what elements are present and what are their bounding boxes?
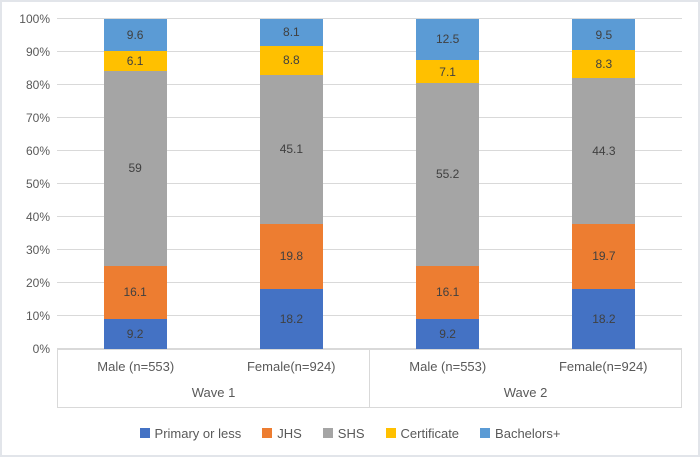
bar-segment-shs: 55.2 bbox=[416, 83, 480, 266]
data-label: 19.8 bbox=[279, 249, 304, 264]
gridline bbox=[57, 348, 682, 349]
data-label: 19.7 bbox=[592, 249, 616, 264]
category-row: Male (n=553) Female(n=924) bbox=[58, 350, 369, 380]
data-label: 8.8 bbox=[283, 53, 300, 68]
gridline bbox=[57, 249, 682, 250]
bar-segment-bachelors: 9.6 bbox=[103, 19, 167, 51]
gridline bbox=[57, 18, 682, 19]
legend-swatch-certificate bbox=[385, 428, 396, 438]
legend: Primary or less JHS SHS Certificate Bachelor… bbox=[2, 423, 698, 443]
y-tick-label: 60% bbox=[25, 144, 50, 158]
bar-segment-certificate: 6.1 bbox=[103, 50, 167, 71]
y-tick-label: 80% bbox=[25, 78, 50, 92]
legend-swatch-primary-or-less bbox=[139, 428, 150, 438]
data-label: 9.6 bbox=[126, 27, 144, 42]
data-label: 9.2 bbox=[439, 326, 456, 341]
gridline bbox=[57, 282, 682, 283]
data-label: 44.3 bbox=[592, 143, 616, 158]
bar-column-4: 18.2 19.7 44.3 8.3 9.5 bbox=[572, 19, 636, 349]
category-label: Male (n=553) bbox=[409, 359, 487, 375]
bar-column-3: 9.2 16.1 55.2 7.1 12.5 bbox=[416, 19, 480, 349]
gridline bbox=[57, 315, 682, 316]
plot-area: 9.2 16.1 59 6.1 9.6 18.2 19.8 45.1 8.8 8.1 9.2 16.1… bbox=[57, 18, 682, 349]
data-label: 9.5 bbox=[595, 27, 613, 42]
data-label: 16.1 bbox=[435, 285, 460, 300]
bar-segment-primary-or-less: 9.2 bbox=[416, 318, 480, 349]
bar-segment-bachelors: 9.5 bbox=[572, 19, 636, 51]
bar-column-2: 18.2 19.8 45.1 8.8 8.1 bbox=[259, 19, 323, 349]
data-label: 8.3 bbox=[595, 57, 613, 72]
legend-swatch-jhs bbox=[262, 428, 273, 438]
gridline bbox=[57, 216, 682, 217]
y-tick-label: 30% bbox=[25, 243, 50, 257]
y-tick-label: 10% bbox=[25, 309, 50, 323]
legend-label: SHS bbox=[337, 425, 365, 441]
bar-segment-certificate: 7.1 bbox=[416, 59, 480, 84]
bar-segment-jhs: 19.7 bbox=[572, 223, 636, 289]
group-label: Wave 2 bbox=[503, 384, 548, 400]
y-tick-label: 0% bbox=[32, 342, 50, 356]
bar-segment-shs: 45.1 bbox=[259, 74, 323, 224]
y-tick-label: 70% bbox=[25, 111, 50, 125]
bar-segment-primary-or-less: 18.2 bbox=[572, 288, 636, 349]
bar-segment-jhs: 16.1 bbox=[416, 265, 480, 319]
legend-item-shs: SHS bbox=[322, 425, 365, 441]
x-axis: Male (n=553) Female(n=924) Wave 1 Male (n=5… bbox=[57, 349, 682, 408]
data-label: 45.1 bbox=[279, 142, 304, 157]
bar-segment-jhs: 19.8 bbox=[259, 223, 323, 289]
data-label: 6.1 bbox=[126, 53, 144, 68]
bar-segment-shs: 59 bbox=[103, 70, 167, 266]
gridline bbox=[57, 84, 682, 85]
category-group-wave-1: Male (n=553) Female(n=924) Wave 1 bbox=[58, 350, 369, 407]
gridline bbox=[57, 150, 682, 151]
category-label: Female(n=924) bbox=[558, 359, 648, 375]
legend-swatch-shs bbox=[322, 428, 333, 438]
y-tick-label: 100% bbox=[19, 12, 50, 26]
bar-segment-primary-or-less: 9.2 bbox=[103, 318, 167, 349]
gridline bbox=[57, 51, 682, 52]
data-label: 18.2 bbox=[279, 311, 304, 326]
y-tick-label: 20% bbox=[25, 276, 50, 290]
legend-item-primary-or-less: Primary or less bbox=[139, 425, 242, 441]
y-tick-label: 40% bbox=[25, 210, 50, 224]
y-axis: 0% 10% 20% 30% 40% 50% 60% 70% 80% 90% 100% bbox=[2, 12, 50, 356]
gridline bbox=[57, 117, 682, 118]
legend-item-certificate: Certificate bbox=[385, 425, 460, 441]
data-label: 59 bbox=[128, 161, 142, 176]
legend-label: Certificate bbox=[400, 425, 460, 441]
category-row: Male (n=553) Female(n=924) bbox=[370, 350, 681, 380]
data-label: 7.1 bbox=[439, 64, 456, 79]
legend-item-jhs: JHS bbox=[262, 426, 302, 441]
gridline bbox=[57, 183, 682, 184]
group-label: Wave 1 bbox=[191, 384, 236, 400]
bar-segment-bachelors: 8.1 bbox=[259, 19, 323, 46]
category-group-wave-2: Male (n=553) Female(n=924) Wave 2 bbox=[369, 350, 681, 407]
data-label: 8.1 bbox=[283, 25, 300, 40]
bar-segment-certificate: 8.3 bbox=[572, 50, 636, 78]
data-label: 18.2 bbox=[592, 311, 616, 326]
data-label: 12.5 bbox=[435, 32, 460, 47]
legend-label: Primary or less bbox=[154, 425, 242, 441]
bar-column-1: 9.2 16.1 59 6.1 9.6 bbox=[103, 19, 167, 349]
bar-segment-certificate: 8.8 bbox=[259, 45, 323, 75]
legend-swatch-bachelors bbox=[480, 428, 491, 438]
bar-segment-bachelors: 12.5 bbox=[416, 19, 480, 60]
data-label: 55.2 bbox=[435, 167, 460, 182]
legend-item-bachelors: Bachelors+ bbox=[480, 426, 560, 441]
category-label: Male (n=553) bbox=[97, 359, 175, 375]
y-tick-label: 50% bbox=[25, 177, 50, 191]
y-tick-label: 90% bbox=[25, 45, 50, 59]
bar-segment-primary-or-less: 18.2 bbox=[259, 288, 323, 349]
data-label: 9.2 bbox=[126, 326, 144, 341]
category-label: Female(n=924) bbox=[246, 359, 336, 375]
bar-segment-shs: 44.3 bbox=[572, 77, 636, 224]
legend-label: JHS bbox=[277, 425, 302, 441]
bar-segment-jhs: 16.1 bbox=[103, 265, 167, 319]
legend-label: Bachelors+ bbox=[495, 425, 561, 441]
data-label: 16.1 bbox=[123, 285, 147, 300]
